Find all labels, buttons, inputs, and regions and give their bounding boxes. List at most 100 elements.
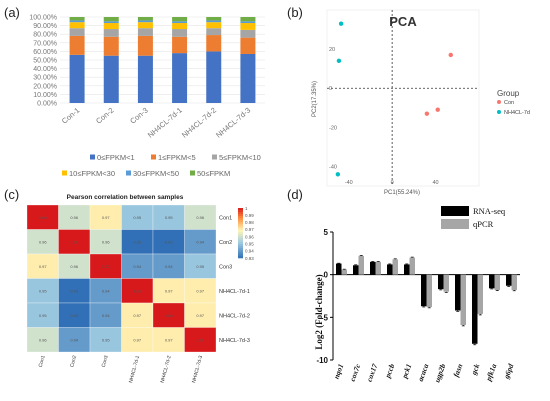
a-legend-label: 5≤FPKM<10 [219, 153, 261, 162]
b-point [424, 111, 430, 116]
d-bar [460, 274, 466, 326]
c-cell-value: 0.93 [165, 239, 174, 244]
d-bar [443, 274, 449, 292]
d-bar [421, 274, 427, 307]
b-y-tick-label: -20 [329, 125, 337, 131]
b-point [435, 107, 440, 112]
c-cell-value: 0.93 [70, 313, 79, 318]
panel-d-fold-change: (d) 5 0 -5 -10 nqo1 cox7c cox17 pccb pck1 acaca u… [287, 187, 520, 384]
d-bar [426, 274, 432, 308]
b-point [335, 172, 341, 177]
c-heatmap-cells: 1.00 0.96 0.97 0.95 0.95 0.96 0.96 1.00 0.96 0.93… [26, 204, 217, 353]
b-legend-title: Group [497, 89, 520, 98]
d-y-axis-label: Log2 (Fold-change) [314, 274, 324, 349]
c-colorbar-segment [238, 216, 243, 219]
d-legend-label: RNA-seq [473, 206, 506, 216]
c-colorbar-segment [238, 214, 243, 217]
c-cell-value: 0.95 [39, 288, 48, 293]
c-colorbar-segment [238, 244, 243, 247]
c-colorbar-segment [238, 230, 243, 233]
a-bar-segment [172, 23, 188, 30]
b-legend-marker [497, 110, 501, 114]
c-heatmap-cell [121, 327, 154, 353]
c-cell-value: 0.97 [165, 337, 174, 342]
c-colorbar-tick: 0.99 [245, 213, 254, 218]
c-colorbar-segment [238, 226, 243, 229]
d-x-tick-label: acaca [416, 362, 431, 382]
c-cell-value: 1.00 [196, 337, 205, 342]
a-legend-label: 1≤FPKM<5 [158, 153, 196, 162]
a-x-tick-label: NH4CL-7d-3 [214, 106, 252, 140]
c-heatmap-cell [184, 327, 217, 353]
d-bar [358, 255, 364, 275]
a-bar-segment [137, 28, 153, 36]
c-colorbar-segment [238, 212, 243, 215]
panel-b-letter: (b) [287, 5, 303, 20]
d-y-tick-label: -10 [316, 356, 328, 365]
c-cell-value: 0.94 [133, 264, 142, 269]
b-y-tick-label: 20 [329, 47, 335, 53]
c-cell-value: 0.95 [196, 264, 205, 269]
a-x-tick-label: Con-2 [94, 106, 115, 126]
a-bar-segment [206, 20, 222, 23]
d-x-tick-label: pccb [383, 362, 397, 380]
b-axes: -40 0 40 -40 -20 0 20 [327, 10, 479, 186]
d-legend-swatch [441, 206, 469, 216]
a-bar-segment [172, 53, 188, 103]
a-bar-segment [172, 21, 188, 24]
a-bar-segment [69, 22, 85, 29]
c-heatmap-cell [152, 278, 185, 304]
c-row-label: Con2 [219, 240, 232, 246]
d-bar [341, 269, 347, 275]
b-y-tick-label: -40 [329, 164, 337, 170]
c-colorbar-segment [238, 210, 243, 213]
c-cell-value: 0.96 [196, 215, 205, 220]
a-y-tick-label: 80.00% [33, 32, 57, 39]
c-heatmap-cell [152, 204, 185, 230]
b-x-tick-label: 0 [391, 180, 394, 186]
a-bar-segment [240, 17, 256, 22]
a-bar-segment [103, 23, 119, 30]
a-x-tick-label: NH4CL-7d-2 [180, 106, 218, 140]
c-colorbar-segment [238, 234, 243, 237]
d-bar [472, 274, 478, 344]
c-colorbar-segment [238, 232, 243, 235]
c-colorbar-tick: 0.95 [245, 242, 254, 247]
a-bar-segment [103, 55, 119, 103]
c-cell-value: 0.94 [102, 288, 111, 293]
b-point [336, 58, 342, 64]
a-bar-segment [69, 20, 85, 23]
c-colorbar-tick: 0.98 [245, 220, 254, 225]
b-points [335, 21, 453, 177]
c-row-label: NH4CL-7d-3 [219, 338, 250, 344]
c-colorbar-segment [238, 254, 243, 257]
d-bar [494, 274, 500, 291]
c-cell-value: 0.97 [196, 313, 205, 318]
c-heatmap-cell [184, 253, 217, 279]
a-bar-segment [69, 28, 85, 36]
c-column-label: Con1 [38, 355, 47, 368]
c-heatmap-cell [121, 204, 154, 230]
c-colorbar-segment [238, 224, 243, 227]
c-heatmap-cell [58, 229, 91, 255]
b-title: PCA [389, 14, 417, 29]
c-cell-value: 0.94 [165, 264, 174, 269]
c-heatmap-cell [89, 253, 122, 279]
a-bar-segment [206, 51, 222, 103]
a-bar-segment [69, 35, 85, 55]
a-legend-swatch [90, 154, 95, 160]
c-cell-value: 0.96 [70, 264, 79, 269]
d-legend: RNA-seq qPCR [441, 206, 506, 229]
d-bar [455, 274, 461, 311]
a-bar-segment [69, 54, 85, 103]
a-legend-label: 10≤FPKM<30 [69, 169, 115, 178]
c-cell-value: 1.00 [102, 264, 111, 269]
b-x-tick-label: 40 [433, 180, 439, 186]
c-heatmap-cell [184, 302, 217, 328]
c-colorbar-tick: 0.97 [245, 227, 254, 232]
a-y-tick-label: 30.00% [33, 75, 57, 82]
c-cell-value: 0.97 [165, 288, 174, 293]
b-legend: Group Con NH4CL-7d [497, 89, 530, 116]
c-column-labels: Con1 Con2 Con3 NH4CL-7d-1 NH4CL-7d-2 NH4CL-7d… [38, 355, 204, 384]
